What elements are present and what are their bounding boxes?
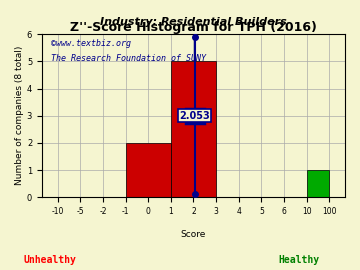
Bar <box>307 170 329 197</box>
Text: Unhealthy: Unhealthy <box>24 255 77 265</box>
Text: Industry: Residential Builders: Industry: Residential Builders <box>100 17 287 27</box>
Bar <box>126 143 171 197</box>
Text: ©www.textbiz.org: ©www.textbiz.org <box>51 39 131 48</box>
Title: Z''-Score Histogram for TPH (2016): Z''-Score Histogram for TPH (2016) <box>70 21 317 34</box>
Text: The Research Foundation of SUNY: The Research Foundation of SUNY <box>51 54 206 63</box>
Text: 2.053: 2.053 <box>179 111 210 121</box>
X-axis label: Score: Score <box>181 230 206 239</box>
Bar <box>171 62 216 197</box>
Y-axis label: Number of companies (8 total): Number of companies (8 total) <box>15 46 24 185</box>
Text: Healthy: Healthy <box>278 255 319 265</box>
